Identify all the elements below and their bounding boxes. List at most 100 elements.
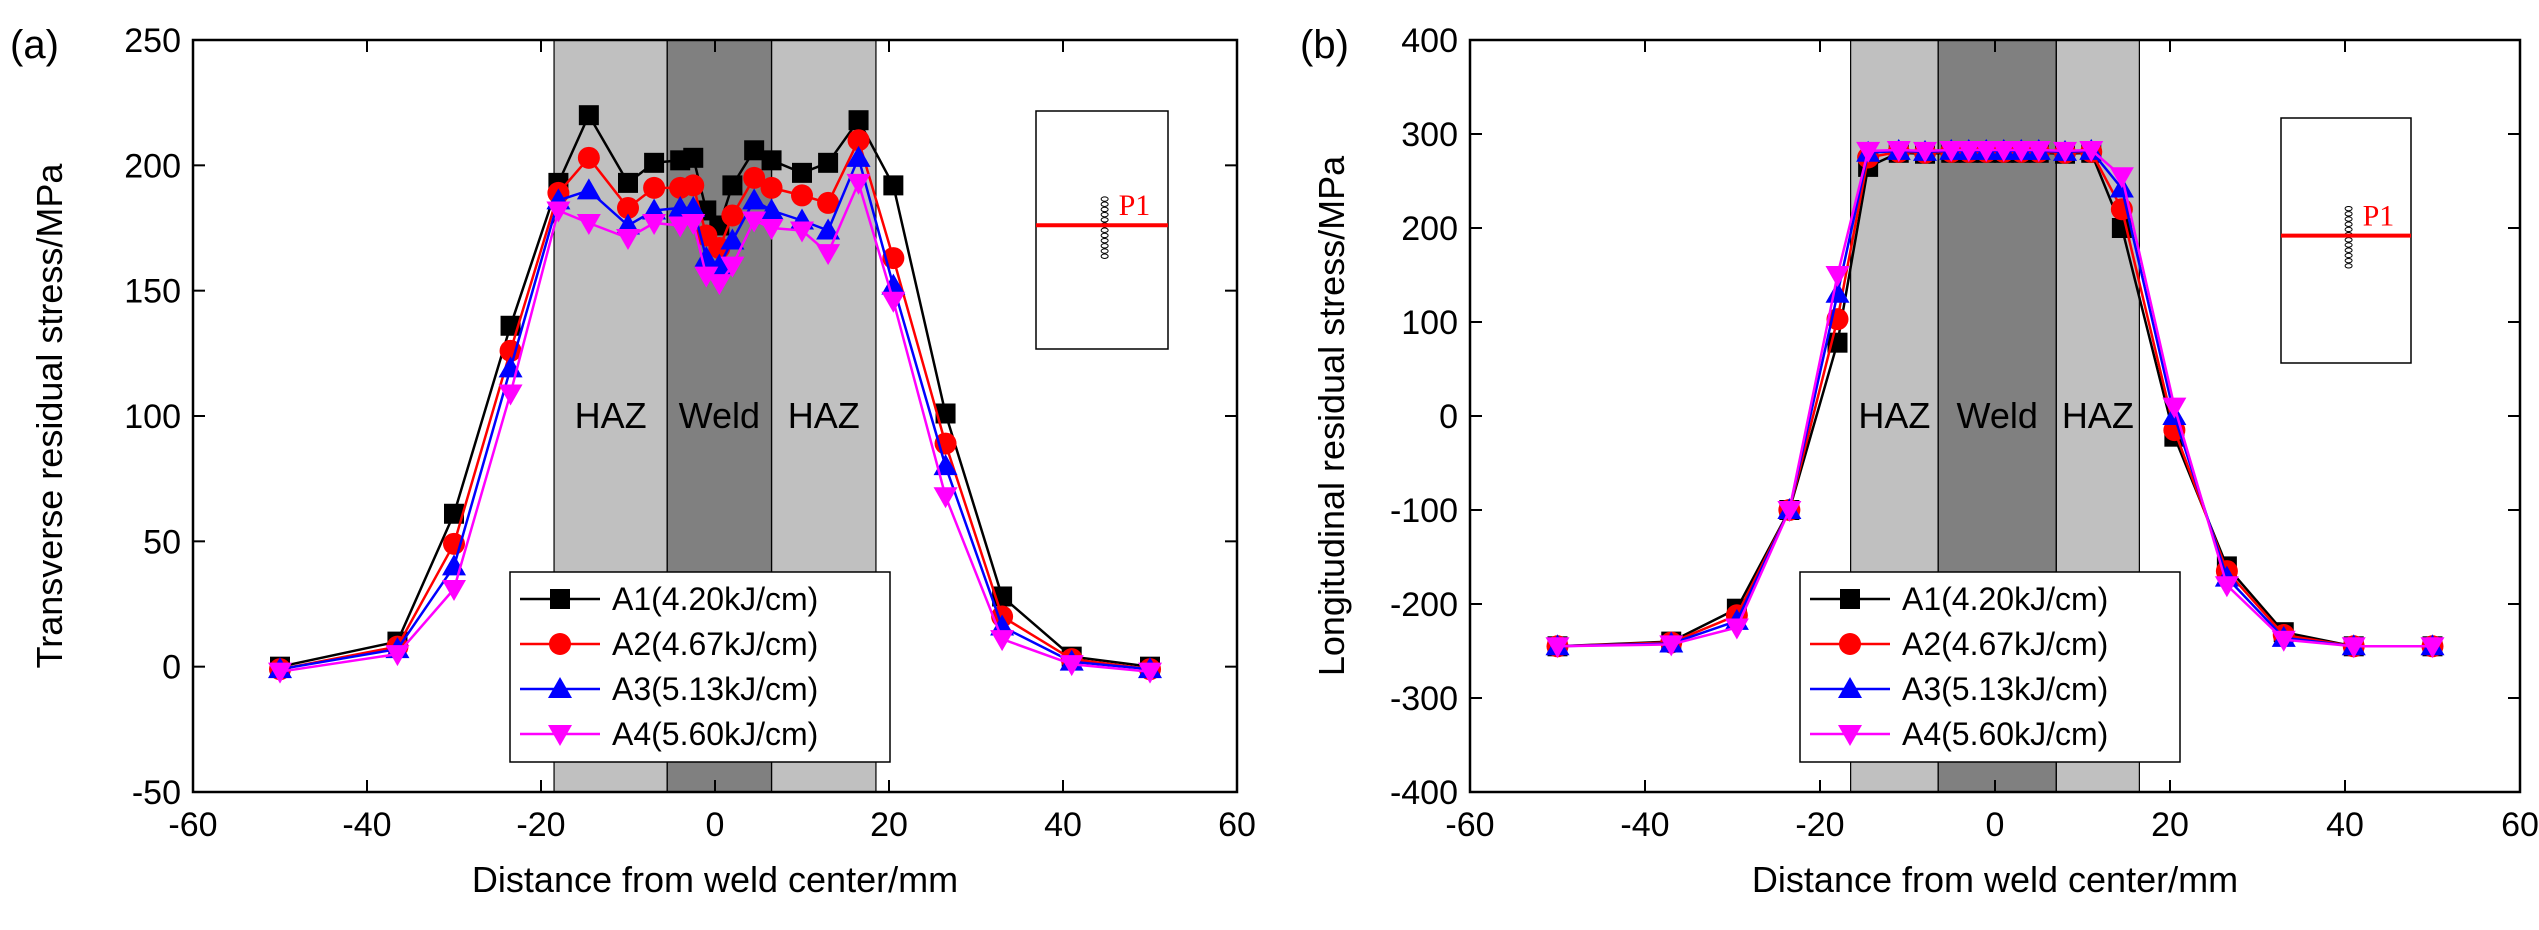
panel-b-data-point [1659,635,1684,657]
panel-a-zone-label: HAZ [575,395,647,436]
panel-a-y-tick-label: 100 [124,398,181,436]
panel-b-inset-weld-mark [2344,263,2353,269]
panel-a-data-point [643,176,666,199]
panel-b-x-tick-label: -20 [1795,806,1844,844]
panel-a-data-point [759,219,784,240]
panel-b-legend-label: A2(4.67kJ/cm) [1902,626,2108,662]
panel-a-legend-box [509,571,891,763]
panel-a-inset-weld-mark [1100,237,1109,244]
panel-a-x-tick-label: -20 [516,806,565,844]
panel-a-data-point [682,174,705,197]
panel-b-legend-item: A4(5.60kJ/cm) [1810,716,2108,752]
panel-b-y-tick-label: 400 [1401,22,1458,60]
panel-a-inset-weld-mark [1100,196,1109,202]
panel-a-data-point [881,291,906,313]
panel-a-data-point [760,176,783,199]
panel-a-label: (a) [10,23,59,67]
panel-a-legend-marker [548,677,572,698]
panel-b-zone-label: HAZ [2062,395,2134,436]
panel-a-y-tick-label: 0 [162,649,181,687]
panel-b-series-line [1557,148,2433,648]
panel-b-data-point [1825,266,1850,287]
panel-b-legend-item: A2(4.67kJ/cm) [1810,626,2108,662]
panel-a-data-point [1059,655,1084,677]
panel-b-series-3 [1545,140,2445,659]
panel-a-data-point [883,175,904,196]
panel-b-x-axis-title: Distance from weld center/mm [1752,859,2238,900]
panel-a-inset-weld-mark [1100,206,1109,213]
panel-a-y-tick-label: 50 [143,523,181,561]
panel-a-legend-marker [549,633,571,655]
panel-a-zone-label: HAZ [788,395,860,436]
panel-b-y-tick-label: -400 [1390,774,1458,812]
panel-a-data-point [933,487,958,509]
panel-a-data-point [644,152,665,173]
panel-a-x-tick-label: -40 [342,806,391,844]
panel-a-data-point [881,273,906,295]
panel-b-data-point [2026,140,2051,162]
panel-a-data-point [759,198,784,220]
panel-a-data-point [790,221,814,243]
panel-b-inset-weld-mark [2344,247,2353,253]
panel-a-x-tick-label: 20 [870,806,908,844]
panel-a-x-axis-title: Distance from weld center/mm [472,859,958,900]
panel-b: HAZ Weld HAZ-60 -40 -20 0 20 40 60-400-300-200-1… [1300,22,2539,900]
panel-b-data-point [1939,140,1964,162]
panel-b-x-tick-label: 40 [2326,806,2364,844]
panel-a-x-tick-label: -60 [168,806,217,844]
panel-a-data-point [817,191,840,214]
panel-b-y-axis-title: Longitudinal residual stress/MPa [1311,155,1352,676]
panel-a-x-tick-label: 40 [1044,806,1082,844]
panel-a-data-point [616,229,640,251]
panel-a-inset-weld-mark [1100,243,1109,249]
panel-a-data-point [743,166,766,189]
panel-a-data-point [744,140,765,161]
panel-a-legend-item: A4(5.60kJ/cm) [520,716,818,752]
panel-b-legend-item: A3(5.13kJ/cm) [1810,671,2108,707]
panel-a-data-point [846,173,871,195]
panel-a-data-point [846,145,871,167]
panel-b-legend-label: A4(5.60kJ/cm) [1902,716,2108,752]
panel-b-data-point [1825,281,1850,303]
panel-a-data-point [816,218,841,240]
panel-b-data-point [1956,140,1981,162]
panel-a-data-point [847,129,870,152]
panel-a-data-point [681,213,706,235]
panel-b-inset-weld-mark [2344,216,2353,222]
panel-b-data-point [2079,140,2104,162]
panel-b-data-point [1991,140,2016,162]
panel-a-data-point [818,152,839,173]
panel-b-data-point [1886,140,1911,162]
panel-a-inset-weld-mark [1100,211,1109,218]
panel-a-inset-weld-mark [1100,217,1109,223]
panel-a: HAZ Weld HAZ -60 -40 -20 0 20 40 60 -50 0 50 100 150 20… [10,22,1256,900]
panel-a-data-point [683,147,704,168]
panel-a-data-point [681,195,706,217]
panel-b-data-point [2420,637,2445,659]
panel-b-data-point [2109,167,2134,189]
panel-b-y-tick-label: -100 [1390,492,1458,530]
panel-a-data-point [444,503,464,524]
panel-a-data-point [742,188,767,210]
panel-b-data-point [1974,140,1999,162]
panel-b-x-tick-label: 0 [1986,806,2005,844]
panel-a-data-point [642,213,667,235]
panel-b-legend-marker [1840,589,1860,609]
panel-a-data-point [721,204,744,227]
panel-b-legend: A1(4.20kJ/cm) A2(4.67kJ/cm) A3(5.13kJ/cm) A… [1799,571,2181,763]
panel-b-inset-weld-mark [2344,221,2353,227]
panel-b-data-point [1856,141,1881,163]
panel-a-y-tick-label: 200 [124,147,181,185]
panel-a-data-point [694,266,719,288]
panel-a-data-point [935,403,956,424]
panel-a-data-point [761,150,782,171]
panel-a-legend-marker [550,589,570,609]
panel-b-legend-box [1799,571,2181,763]
panel-a-data-point [577,146,600,169]
panel-a-inset-weld-mark [1100,201,1109,207]
panel-b-legend-marker [1838,725,1862,746]
panel-a-legend-marker [548,725,572,746]
panel-b-y-tick-label: 0 [1439,398,1458,436]
panel-a-zone-label: Weld [679,395,760,436]
panel-b-data-point [2053,141,2077,163]
